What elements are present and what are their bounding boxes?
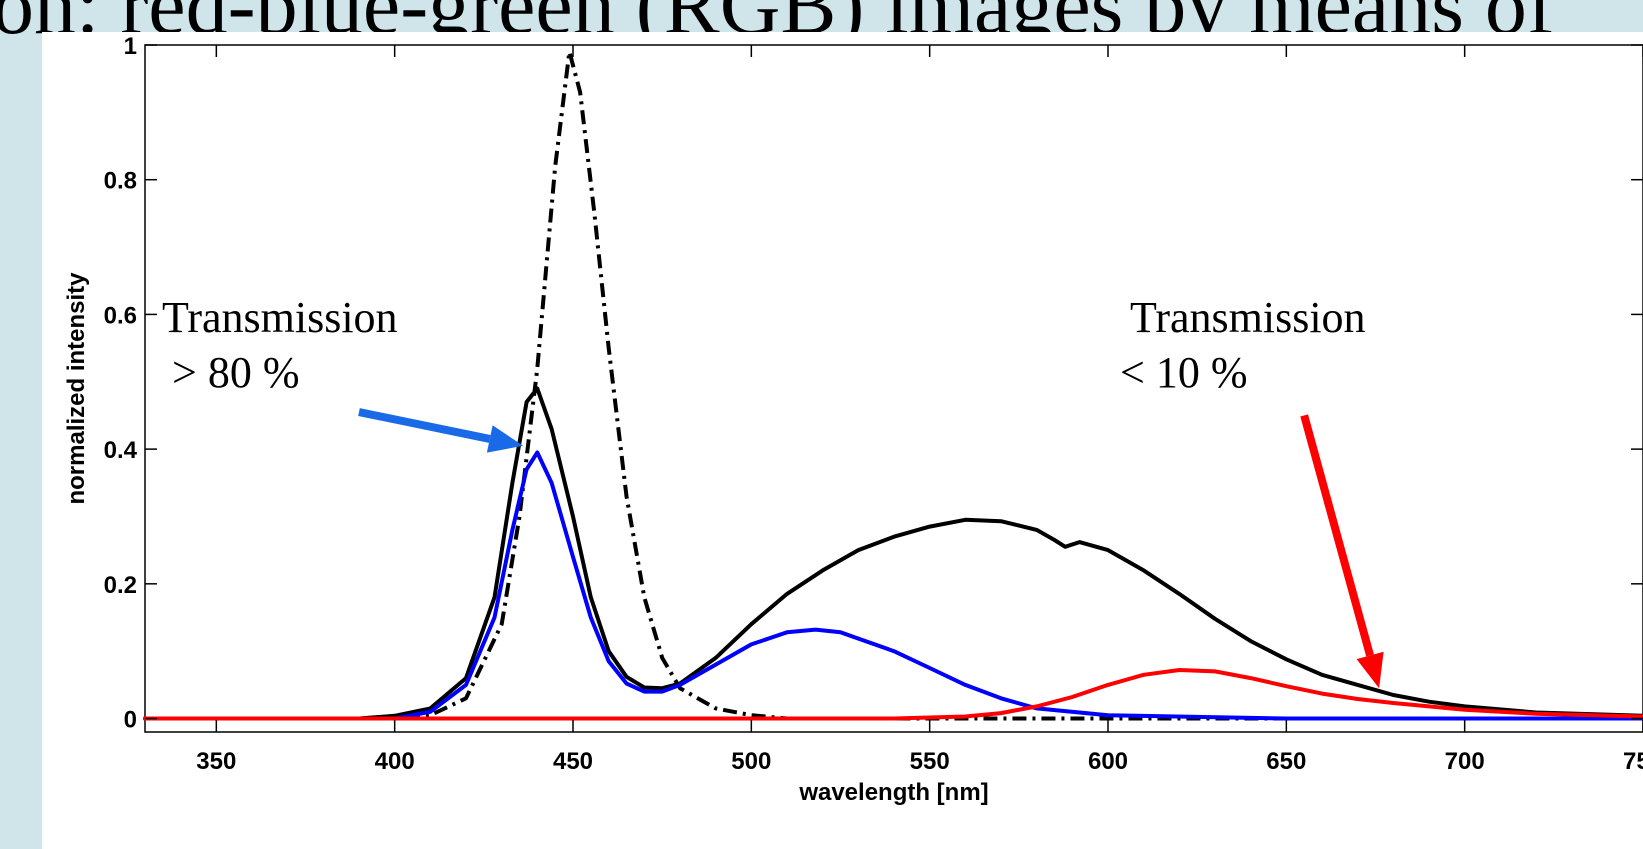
annotation-left-line2: > 80 % — [172, 348, 299, 397]
series-line-2 — [143, 450, 1643, 721]
series-line-0 — [143, 386, 1643, 721]
series-line-3 — [143, 668, 1643, 721]
x-axis-label: wavelength [nm] — [798, 779, 988, 806]
axes — [144, 44, 1643, 733]
x-tick-label: 750 — [1623, 748, 1643, 775]
plot-frame — [144, 44, 1643, 733]
y-tick-label: 0.4 — [104, 437, 138, 464]
x-tick-label: 350 — [196, 748, 236, 775]
x-tick-label: 500 — [731, 748, 771, 775]
x-tick-label: 400 — [375, 748, 415, 775]
x-tick-label: 600 — [1088, 748, 1128, 775]
spectrum-chart: 350 400 450 500 550 600 650 700 750 0 0.2 0.4 0.6 0.8… — [63, 33, 1643, 806]
x-tick-label: 650 — [1266, 748, 1306, 775]
y-tick-label: 1 — [124, 33, 137, 60]
annotations: Transmission > 80 % Transmission < 10 % — [162, 293, 1384, 689]
annotation-left-line1: Transmission — [162, 293, 398, 342]
series-line-1 — [145, 49, 1643, 721]
ticks-group: 350 400 450 500 550 600 650 700 750 0 0.2 0.4 0.6 0.8… — [104, 33, 1643, 775]
x-tick-label: 700 — [1445, 748, 1485, 775]
annotation-arrowhead-1 — [1356, 651, 1384, 689]
y-tick-label: 0.2 — [104, 572, 137, 599]
x-tick-label: 550 — [910, 748, 950, 775]
annotation-right-line1: Transmission — [1130, 293, 1366, 342]
y-axis-label: normalized intensity — [63, 272, 90, 505]
y-tick-label: 0.8 — [104, 168, 137, 195]
annotation-arrow-0 — [358, 408, 491, 443]
chart-panel: 350 400 450 500 550 600 650 700 750 0 0.2 0.4 0.6 0.8… — [42, 32, 1643, 849]
y-tick-label: 0.6 — [104, 302, 137, 329]
annotation-arrowhead-0 — [486, 425, 524, 453]
series-group — [143, 49, 1643, 721]
annotation-right-line2: < 10 % — [1120, 348, 1247, 397]
y-tick-label: 0 — [124, 707, 137, 734]
x-tick-label: 450 — [553, 748, 593, 775]
annotation-arrow-1 — [1300, 414, 1374, 657]
